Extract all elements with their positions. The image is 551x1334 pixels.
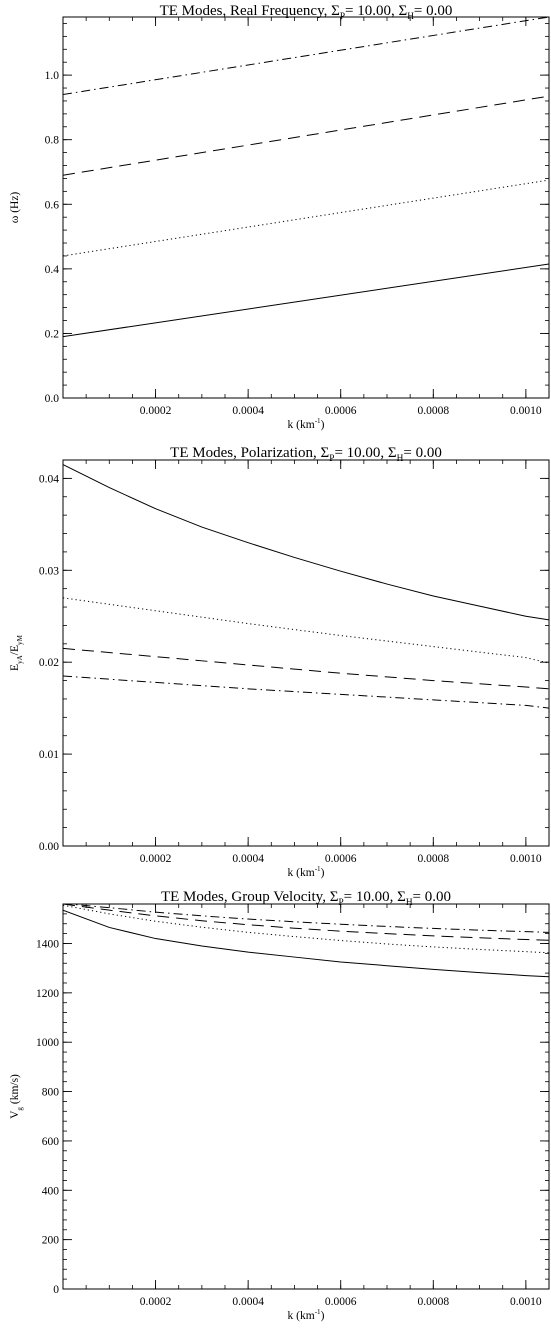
y-tick-label: 0.01	[39, 749, 59, 761]
x-tick-label: 0.0002	[140, 853, 172, 865]
series-line-dashed	[63, 904, 549, 941]
chart-title-part: TE Modes, Group Velocity, Σ	[161, 889, 338, 905]
x-tick-label: 0.0006	[325, 405, 357, 417]
y-tick-label: 0.03	[39, 565, 59, 577]
x-tick-label: 0.0008	[417, 853, 449, 865]
chart-title-part: H	[406, 898, 413, 908]
chart-title-part: H	[397, 454, 404, 464]
chart-panel-2: TE Modes, Polarization, ΣP= 10.00, ΣH= 0…	[9, 445, 550, 879]
chart-title-part: TE Modes, Polarization, Σ	[170, 445, 329, 461]
y-tick-label: 0.8	[45, 135, 60, 147]
y-axis-label-part: E	[9, 664, 21, 671]
chart-title-part: TE Modes, Real Frequency, Σ	[160, 3, 340, 19]
y-axis-label-part: V	[9, 1110, 21, 1119]
x-tick-label: 0.0002	[140, 1296, 172, 1308]
y-tick-label: 0	[53, 1284, 59, 1296]
y-tick-label: 0.4	[45, 264, 60, 276]
chart-title-part: P	[338, 898, 343, 908]
x-tick-label: 0.0004	[232, 853, 264, 865]
y-tick-label: 800	[42, 1087, 60, 1099]
x-tick-label: 0.0002	[140, 405, 172, 417]
x-axis-label: k (km-1)	[288, 1308, 325, 1322]
y-tick-label: 0.02	[39, 657, 59, 669]
chart-title: TE Modes, Real Frequency, ΣP= 10.00, ΣH=…	[160, 3, 453, 22]
y-tick-label: 0.6	[45, 199, 60, 211]
series-group	[63, 464, 549, 709]
x-axis-label-part: )	[321, 419, 325, 431]
series-line-dashed	[63, 95, 549, 176]
x-tick-label: 0.0010	[510, 853, 542, 865]
y-axis-label-part: (km/s)	[9, 1074, 21, 1107]
chart-title-part: = 10.00, Σ	[334, 445, 396, 461]
x-axis-label-part: k (km	[288, 1310, 315, 1322]
series-line-dashdot	[63, 904, 549, 933]
y-axis-label: Vg (km/s)	[9, 1074, 24, 1119]
series-group	[63, 904, 549, 978]
x-axis-label-part: -1	[315, 1308, 321, 1316]
y-tick-label: 0.2	[45, 328, 60, 340]
plot-frame	[62, 459, 550, 847]
y-axis-label-group: EyA/EyM	[9, 634, 24, 671]
y-tick-label: 0.0	[45, 393, 60, 405]
y-tick-label: 0.04	[39, 473, 59, 485]
x-tick-label: 0.0006	[325, 853, 357, 865]
plot-frame	[62, 903, 550, 1290]
series-line-dotted	[63, 904, 549, 954]
chart-panel-3: TE Modes, Group Velocity, ΣP= 10.00, ΣH=…	[9, 889, 550, 1322]
x-axis-label-part: )	[321, 1310, 325, 1322]
y-tick-label: 0.00	[39, 841, 59, 853]
x-tick-label: 0.0006	[325, 1296, 357, 1308]
chart-panel-1: TE Modes, Real Frequency, ΣP= 10.00, ΣH=…	[9, 3, 550, 431]
y-axis-label-part: /E	[9, 645, 21, 655]
series-line-dashdot	[63, 675, 549, 709]
x-tick-label: 0.0010	[510, 1296, 542, 1308]
y-axis-label-part: yA	[16, 654, 24, 664]
x-tick-label: 0.0008	[417, 1296, 449, 1308]
x-axis-label: k (km-1)	[288, 417, 325, 431]
x-axis-label-part: -1	[315, 865, 321, 873]
x-axis-label-part: )	[321, 867, 325, 879]
series-line-solid	[63, 263, 549, 338]
x-axis-label-part: k (km	[288, 419, 315, 431]
series-line-solid	[63, 464, 549, 621]
x-axis-label-part: -1	[315, 417, 321, 425]
chart-title: TE Modes, Polarization, ΣP= 10.00, ΣH= 0…	[170, 445, 442, 464]
y-axis-label-part: yM	[16, 634, 24, 645]
chart-title-part: P	[329, 454, 334, 464]
x-axis-label-part: k (km	[288, 867, 315, 879]
y-axis-label-part: g	[16, 1107, 24, 1111]
series-line-dotted	[63, 597, 549, 664]
chart-title-part: = 0.00	[403, 445, 441, 461]
y-tick-label: 1000	[36, 1037, 59, 1049]
x-axis-label: k (km-1)	[288, 865, 325, 879]
y-axis-label-part: ω (Hz)	[9, 192, 21, 224]
x-tick-label: 0.0010	[510, 405, 542, 417]
y-tick-label: 1400	[36, 938, 59, 950]
chart-title-part: = 0.00	[414, 3, 452, 19]
y-tick-label: 600	[42, 1136, 60, 1148]
plot-frame	[62, 16, 550, 399]
x-tick-label: 0.0008	[417, 405, 449, 417]
series-line-dashdot	[63, 17, 549, 95]
x-tick-label: 0.0004	[232, 1296, 264, 1308]
y-tick-label: 400	[42, 1185, 60, 1197]
series-line-dotted	[63, 179, 549, 257]
y-tick-label: 200	[42, 1235, 60, 1247]
series-group	[63, 17, 549, 338]
series-line-dashed	[63, 647, 549, 690]
series-line-solid	[63, 909, 549, 978]
y-tick-label: 1.0	[45, 70, 60, 82]
y-axis-label: EyA/EyM	[9, 634, 24, 671]
chart-title-part: = 10.00, Σ	[345, 3, 407, 19]
chart-title-part: = 0.00	[413, 889, 451, 905]
y-axis-label-group: ω (Hz)	[9, 192, 21, 224]
y-axis-label-group: Vg (km/s)	[9, 1074, 24, 1119]
chart-title: TE Modes, Group Velocity, ΣP= 10.00, ΣH=…	[161, 889, 451, 908]
y-axis-label: ω (Hz)	[9, 192, 21, 224]
x-tick-label: 0.0004	[232, 405, 264, 417]
y-tick-label: 1200	[36, 988, 59, 1000]
chart-title-part: = 10.00, Σ	[344, 889, 406, 905]
